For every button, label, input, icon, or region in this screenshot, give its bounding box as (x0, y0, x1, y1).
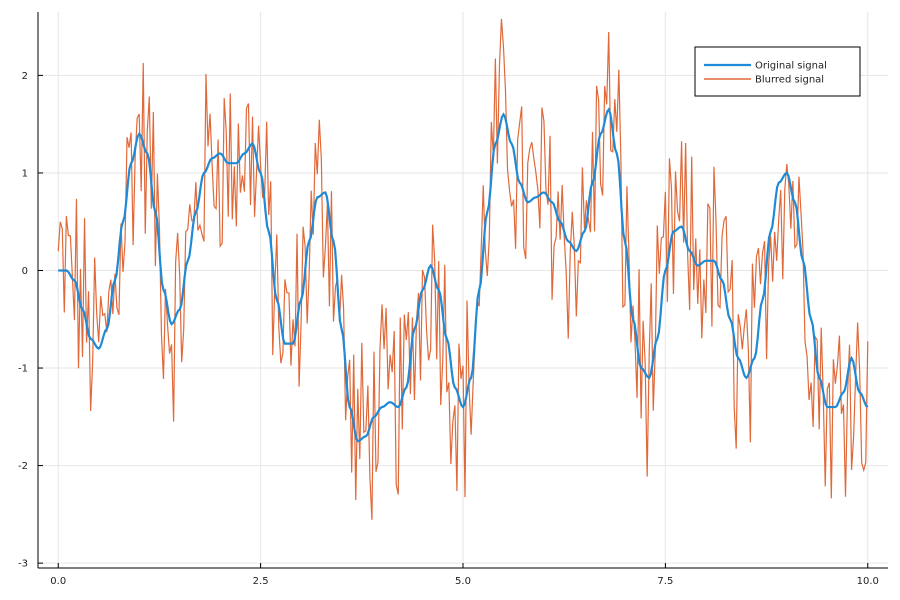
x-tick-label: 5.0 (455, 576, 471, 587)
axes: 0.0 2.5 5.0 7.5 10.0 -3 -2 -1 0 1 2 (18, 12, 888, 587)
x-tick-label: 2.5 (253, 576, 269, 587)
x-tick-label: 7.5 (657, 576, 673, 587)
x-tick-label: 10.0 (857, 576, 879, 587)
y-tick-label: 2 (22, 71, 28, 82)
series-layer (57, 18, 869, 520)
series-line-original (58, 107, 869, 443)
legend-label-original: Original signal (755, 61, 827, 72)
y-tick-label: -3 (18, 559, 28, 570)
y-tick-label: -1 (18, 364, 28, 375)
legend: Original signal Blurred signal (694, 46, 861, 97)
y-tick-label: -2 (18, 461, 28, 472)
legend-label-blurred: Blurred signal (755, 75, 824, 86)
y-tick-label: 1 (22, 168, 28, 179)
y-tick-label: 0 (22, 266, 28, 277)
legend-box (694, 46, 861, 97)
x-tick-label: 0.0 (50, 576, 66, 587)
